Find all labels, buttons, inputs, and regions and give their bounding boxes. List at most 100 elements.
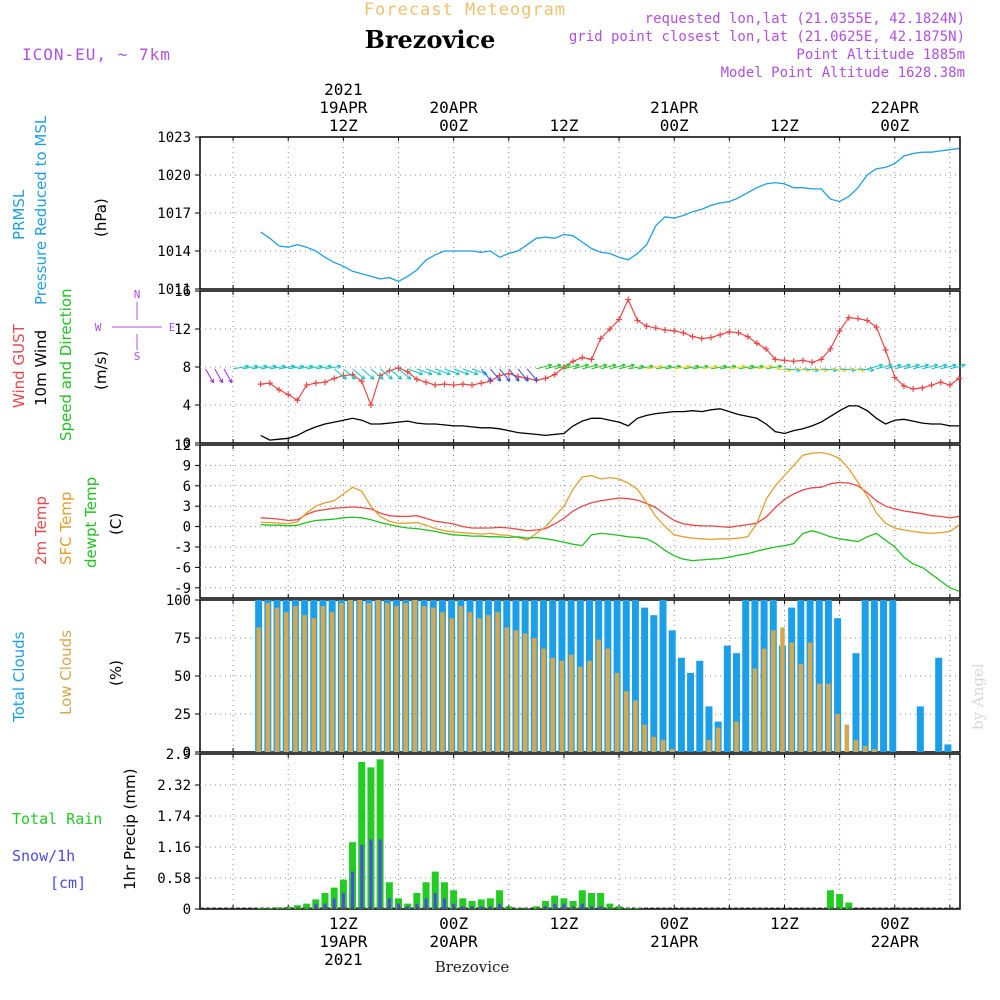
super-title: Forecast Meteogram xyxy=(364,0,566,20)
wind-arrow xyxy=(333,368,347,380)
bar-low-clouds xyxy=(329,612,335,752)
wind-arrow-head xyxy=(556,363,562,368)
wind-arrow xyxy=(324,365,341,370)
wind-arrow xyxy=(407,368,423,375)
y-tick-label: -3 xyxy=(174,540,191,556)
wind-arrow xyxy=(453,368,469,375)
bar-total-rain xyxy=(284,906,292,909)
wind-arrow xyxy=(563,364,580,370)
bottom-time-label: 12Z xyxy=(770,914,799,933)
bar-total-clouds xyxy=(631,600,639,752)
wind-arrow-head xyxy=(952,363,957,368)
total-clouds-title: Total Clouds xyxy=(10,631,28,723)
wind-arrow xyxy=(251,365,268,370)
bar-total-clouds xyxy=(916,706,924,752)
wind-arrow xyxy=(609,364,626,370)
y-tick-label: 1011 xyxy=(157,282,191,298)
bar-total-rain xyxy=(293,905,301,909)
gust-marker xyxy=(652,325,659,332)
bar-low-clouds xyxy=(375,600,381,752)
wind-arrow xyxy=(490,368,502,382)
wind-titles: Wind GUST 10m Wind Speed and Direction (… xyxy=(10,288,110,441)
gust-marker xyxy=(891,374,898,381)
wind-arrow xyxy=(848,368,865,371)
bar-low-clouds xyxy=(807,642,813,752)
wind-arrow xyxy=(949,364,966,370)
bar-low-clouds xyxy=(467,612,473,752)
bar-total-clouds xyxy=(824,600,832,752)
wind-arrow-head xyxy=(228,378,233,384)
bar-total-rain xyxy=(836,894,844,909)
bar-total-rain xyxy=(523,908,531,909)
wind-arrow xyxy=(425,368,442,375)
bar-snow xyxy=(433,892,437,909)
wind-arrow-head xyxy=(446,371,451,376)
bar-low-clouds xyxy=(550,657,555,752)
wind-arrow xyxy=(444,368,460,375)
bar-total-clouds xyxy=(815,600,823,752)
temp-unit: (C) xyxy=(107,513,125,535)
wind-arrow xyxy=(720,365,736,370)
bar-low-clouds xyxy=(265,603,271,752)
bar-snow xyxy=(461,906,465,909)
wind-arrow xyxy=(747,365,764,370)
bar-low-clouds xyxy=(669,748,675,752)
bar-low-clouds xyxy=(623,691,629,752)
gust-marker xyxy=(597,335,604,342)
gust-marker xyxy=(257,381,264,388)
bar-snow xyxy=(442,898,446,909)
y-tick-label: 12 xyxy=(174,438,191,454)
wind-arrow-head xyxy=(878,363,883,368)
wind-arrow xyxy=(435,368,451,375)
gust-marker xyxy=(845,314,852,321)
bar-total-rain xyxy=(486,898,494,909)
bar-low-clouds xyxy=(642,724,647,752)
gust-marker xyxy=(616,316,623,323)
top-time-label: 12Z xyxy=(329,116,358,135)
gust-marker xyxy=(570,358,577,365)
wind-arrow xyxy=(903,364,920,370)
gust-marker xyxy=(827,345,834,352)
wind-arrow xyxy=(683,365,700,370)
wind-arrow-head xyxy=(915,363,920,368)
bar-snow xyxy=(378,839,382,909)
bar-total-rain xyxy=(358,762,366,909)
bar-total-rain xyxy=(385,882,393,909)
bar-low-clouds xyxy=(293,606,298,752)
wind-arrow xyxy=(922,364,938,370)
wind-arrow xyxy=(738,365,755,370)
bar-low-clouds xyxy=(283,612,289,752)
gust-marker xyxy=(928,382,935,389)
bar-low-clouds xyxy=(734,721,739,752)
y-tick-label: 16 xyxy=(174,284,191,300)
gust-marker xyxy=(312,380,319,387)
wind-arrow xyxy=(692,365,709,370)
bar-snow xyxy=(351,871,355,909)
gust-marker xyxy=(818,356,825,363)
wind-arrow-head xyxy=(219,378,224,384)
bottom-time-label: 00Z xyxy=(660,914,689,933)
bar-low-clouds xyxy=(835,714,840,752)
location-title: Brezovice xyxy=(365,25,496,54)
compass-w: W xyxy=(95,321,102,334)
bar-snow xyxy=(323,903,327,909)
bar-total-rain xyxy=(514,907,522,909)
bar-snow xyxy=(599,906,603,909)
bar-low-clouds xyxy=(798,663,804,752)
snow-unit: [cm] xyxy=(50,874,86,892)
wind-arrow xyxy=(857,368,874,371)
bar-total-clouds xyxy=(889,600,897,752)
bar-snow xyxy=(341,892,345,909)
bar-low-clouds xyxy=(522,633,528,752)
y-tick-label: 4 xyxy=(183,398,191,414)
gust-marker xyxy=(395,364,402,371)
model-altitude: Model Point Altitude 1628.38m xyxy=(721,65,965,81)
wind-arrow xyxy=(297,365,314,370)
panel-temperature: -9 -6 -3 0 3 6 9 12 xyxy=(174,438,961,599)
top-time-label: 00Z xyxy=(439,116,468,135)
wind-arrow xyxy=(536,364,552,370)
y-tick-label: 50 xyxy=(174,669,191,685)
wind-unit: (m/s) xyxy=(92,351,110,390)
gust-marker xyxy=(698,335,705,342)
